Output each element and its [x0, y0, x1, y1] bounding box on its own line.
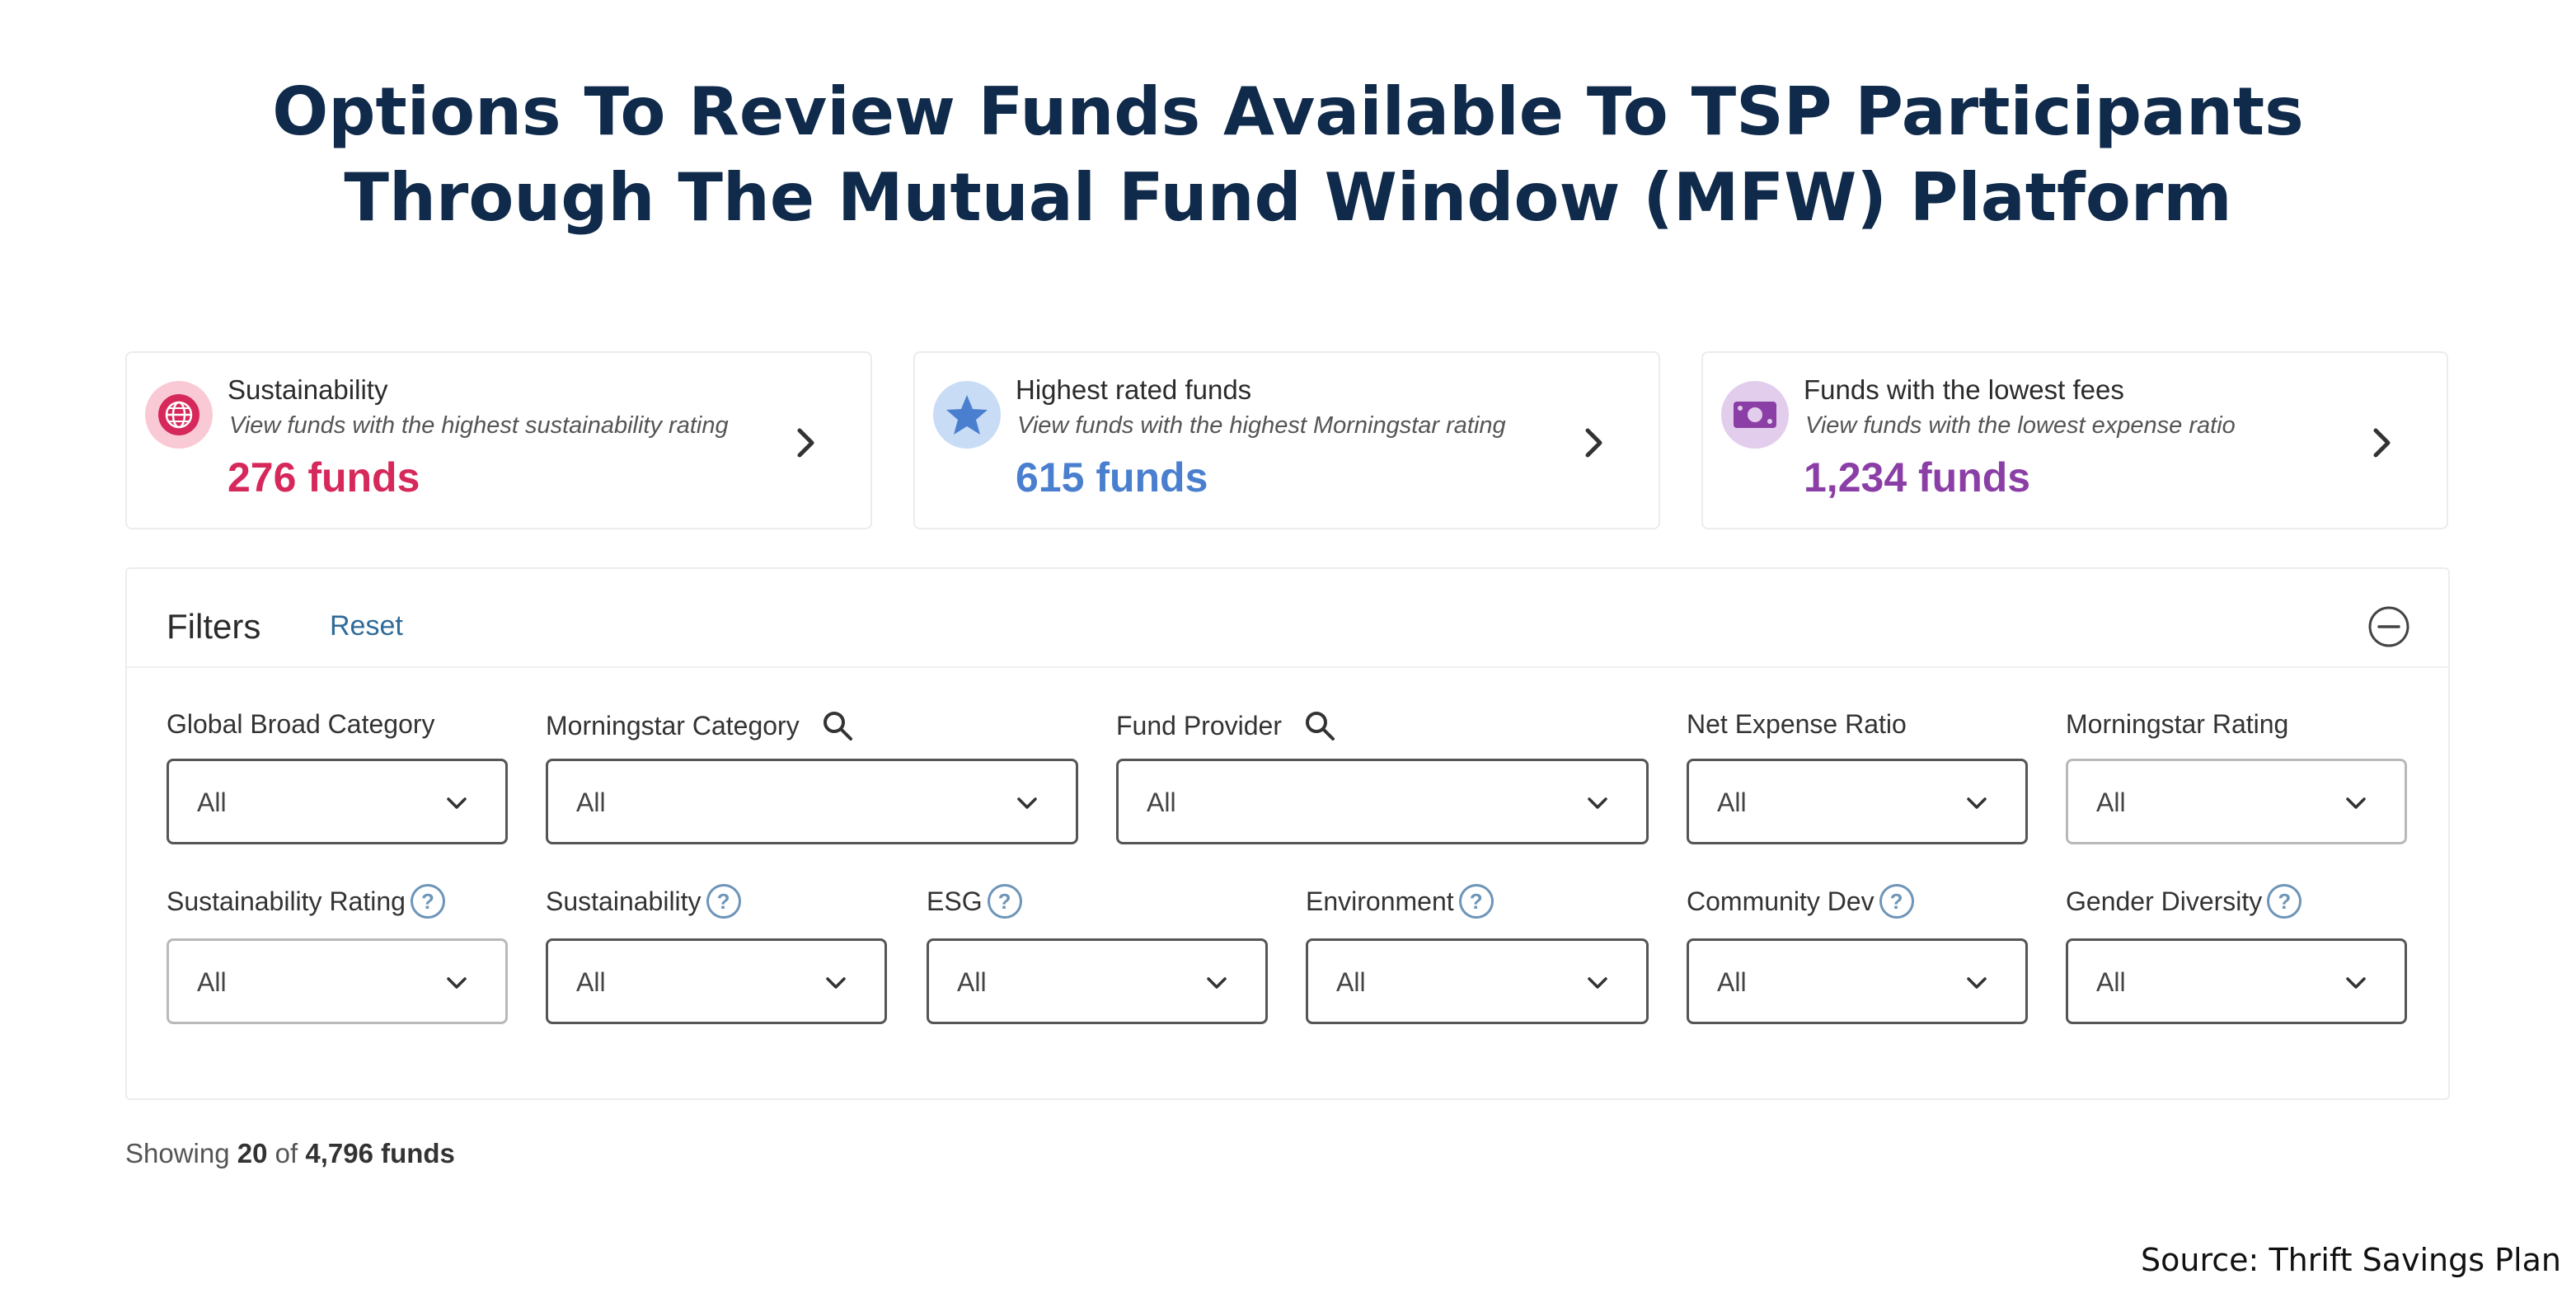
select-value: All [1717, 788, 1747, 817]
chevron-right-icon[interactable] [2366, 422, 2399, 463]
filter-label: ESG [927, 886, 983, 916]
fund-provider-select[interactable]: All [1116, 759, 1649, 844]
select-value: All [1336, 967, 1366, 997]
card-title: Funds with the lowest fees [1804, 374, 2124, 405]
chevron-right-icon[interactable] [1578, 422, 1611, 463]
chevron-down-icon [2346, 977, 2366, 989]
sustainability-card[interactable]: Sustainability View funds with the highe… [125, 351, 872, 529]
environment-select[interactable]: All [1306, 938, 1649, 1024]
filter-label: Gender Diversity [2066, 886, 2263, 916]
select-value: All [2096, 788, 2126, 817]
filter-label: Net Expense Ratio [1687, 709, 1907, 739]
money-icon [1721, 381, 1789, 449]
label-global-broad-category: Global Broad Category [167, 709, 435, 740]
label-net-expense-ratio: Net Expense Ratio [1687, 709, 1907, 740]
card-description: View funds with the lowest expense ratio [1805, 412, 2236, 439]
chevron-down-icon [1588, 797, 1607, 809]
net-expense-ratio-select[interactable]: All [1687, 759, 2028, 844]
filter-label: Morningstar Rating [2066, 709, 2289, 739]
help-icon[interactable]: ? [2267, 884, 2302, 919]
global-broad-category-select[interactable]: All [167, 759, 508, 844]
select-value: All [957, 967, 987, 997]
chevron-right-icon[interactable] [790, 422, 823, 463]
chevron-down-icon [1967, 797, 1987, 809]
source-note: Source: Thrift Savings Plan [2141, 1242, 2561, 1278]
label-esg: ESG ? [927, 884, 1022, 919]
chevron-down-icon [826, 977, 846, 989]
card-title: Sustainability [228, 374, 388, 405]
sustainability-rating-select[interactable]: All [167, 938, 508, 1024]
filter-label: Fund Provider [1116, 710, 1282, 741]
highest-rated-card[interactable]: Highest rated funds View funds with the … [913, 351, 1660, 529]
page-title-line-2: Through The Mutual Fund Window (MFW) Pla… [344, 159, 2232, 236]
select-value: All [197, 967, 227, 997]
help-icon[interactable]: ? [1458, 884, 1494, 919]
chevron-down-icon [2346, 797, 2366, 809]
results-shown: 20 [237, 1138, 268, 1168]
filter-label: Global Broad Category [167, 709, 435, 739]
label-environment: Environment ? [1306, 884, 1494, 919]
results-prefix: Showing [125, 1138, 237, 1168]
reset-link[interactable]: Reset [330, 610, 403, 642]
morningstar-category-select[interactable]: All [546, 759, 1078, 844]
results-count: Showing 20 of 4,796 funds [125, 1138, 455, 1169]
help-icon[interactable]: ? [706, 884, 741, 919]
star-icon [933, 381, 1001, 449]
card-count: 276 funds [228, 454, 420, 501]
help-icon[interactable]: ? [1879, 884, 1914, 919]
select-value: All [197, 788, 227, 817]
morningstar-rating-select[interactable]: All [2066, 759, 2407, 844]
page-title-line-1: Options To Review Funds Available To TSP… [272, 73, 2304, 150]
chevron-down-icon [447, 977, 467, 989]
community-dev-select[interactable]: All [1687, 938, 2028, 1024]
select-value: All [576, 967, 606, 997]
search-icon[interactable] [821, 709, 854, 742]
help-icon[interactable]: ? [410, 884, 445, 919]
filters-panel: Filters Reset Global Broad Category Morn… [125, 567, 2450, 1100]
card-title: Highest rated funds [1016, 374, 1252, 405]
label-morningstar-rating: Morningstar Rating [2066, 709, 2288, 740]
select-value: All [1147, 788, 1176, 817]
label-community-dev: Community Dev ? [1687, 884, 1914, 919]
chevron-down-icon [1207, 977, 1227, 989]
filter-label: Sustainability Rating [167, 886, 406, 916]
label-fund-provider: Fund Provider [1116, 709, 1336, 742]
filters-header: Filters Reset [127, 569, 2448, 668]
label-sustainability-rating: Sustainability Rating ? [167, 884, 445, 919]
gender-diversity-select[interactable]: All [2066, 938, 2407, 1024]
card-count: 615 funds [1016, 454, 1208, 501]
label-gender-diversity: Gender Diversity ? [2066, 884, 2302, 919]
filter-label: Sustainability [546, 886, 701, 916]
sustainability-select[interactable]: All [546, 938, 887, 1024]
collapse-icon[interactable] [2367, 605, 2410, 648]
search-icon[interactable] [1303, 709, 1336, 742]
filter-label: Environment [1306, 886, 1454, 916]
filter-label: Community Dev [1687, 886, 1875, 916]
filters-title: Filters [167, 607, 261, 646]
label-morningstar-category: Morningstar Category [546, 709, 854, 742]
select-value: All [2096, 967, 2126, 997]
page-title: Options To Review Funds Available To TSP… [0, 69, 2576, 241]
results-middle: of [267, 1138, 306, 1168]
chevron-down-icon [1967, 977, 1987, 989]
chevron-down-icon [447, 797, 467, 809]
results-total: 4,796 funds [305, 1138, 455, 1168]
filter-label: Morningstar Category [546, 710, 800, 741]
select-value: All [1717, 967, 1747, 997]
chevron-down-icon [1017, 797, 1037, 809]
chevron-down-icon [1588, 977, 1607, 989]
card-description: View funds with the highest sustainabili… [229, 412, 729, 439]
help-icon[interactable]: ? [987, 884, 1022, 919]
esg-select[interactable]: All [927, 938, 1268, 1024]
label-sustainability: Sustainability ? [546, 884, 741, 919]
card-count: 1,234 funds [1804, 454, 2031, 501]
select-value: All [576, 788, 606, 817]
lowest-fees-card[interactable]: Funds with the lowest fees View funds wi… [1701, 351, 2448, 529]
card-description: View funds with the highest Morningstar … [1017, 412, 1506, 439]
globe-icon [145, 381, 213, 449]
